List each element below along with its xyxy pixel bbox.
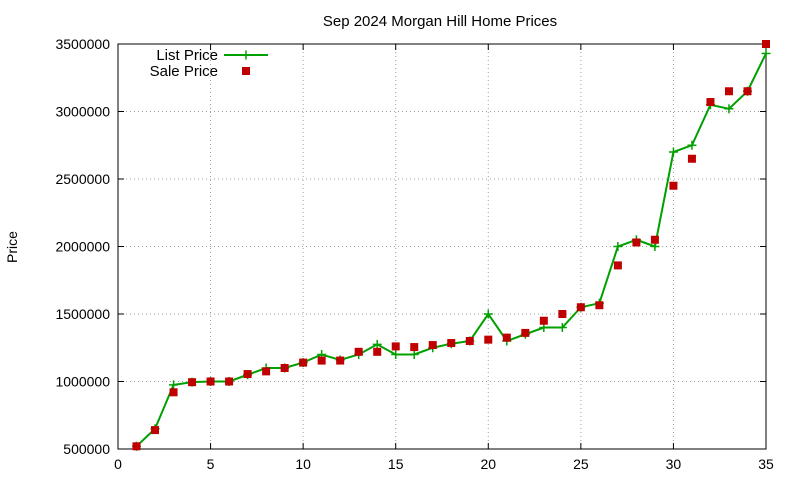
sale-price-point [558, 310, 567, 318]
x-tick-label: 10 [295, 456, 311, 472]
sale-price-point [632, 238, 641, 247]
sale-price-point [650, 235, 659, 244]
sale-price-point [243, 370, 252, 379]
list-price-point [668, 147, 678, 157]
sale-price-point [317, 356, 326, 365]
x-tick-label: 35 [758, 456, 774, 472]
y-tick-label: 500000 [63, 441, 110, 457]
y-tick-label: 3500000 [55, 36, 110, 52]
list-price-point [169, 380, 179, 390]
sale-price-series [132, 40, 770, 451]
sale-price-point [687, 154, 696, 163]
sale-price-point [743, 87, 752, 96]
sale-price-point [465, 337, 474, 345]
sale-price-point [188, 378, 197, 387]
list-price-point [372, 339, 382, 349]
x-tick-label: 20 [480, 456, 496, 472]
sale-price-point [410, 343, 419, 352]
sale-price-point [262, 367, 271, 376]
list-price-point [613, 242, 623, 251]
series [132, 40, 771, 451]
y-tick-label: 1500000 [55, 306, 110, 322]
sale-price-point [762, 40, 770, 48]
y-tick-label: 2500000 [55, 171, 110, 187]
x-tick-label: 30 [666, 456, 682, 472]
sale-price-point [280, 364, 289, 372]
list-price-series [132, 48, 771, 451]
legend-label: List Price [156, 47, 218, 64]
y-axis-label: Price [4, 231, 20, 263]
list-price-point [391, 350, 401, 359]
x-tick-label: 0 [114, 456, 122, 472]
y-tick-label: 1000000 [55, 374, 110, 390]
sale-price-point [595, 301, 604, 310]
sale-price-point [354, 347, 363, 356]
sale-price-point [169, 388, 178, 397]
list-price-line [135, 53, 767, 448]
sale-price-point [613, 261, 622, 270]
sale-price-point [206, 377, 215, 386]
sale-price-point [502, 333, 511, 342]
list-price-point [409, 350, 419, 359]
sale-price-point [151, 426, 160, 435]
sale-price-point [299, 358, 308, 367]
sale-price-point [447, 339, 456, 348]
sale-price-point [484, 335, 493, 344]
x-tick-label: 5 [207, 456, 215, 472]
list-price-point [761, 48, 771, 58]
y-tick-label: 3000000 [55, 104, 110, 120]
x-tick-label: 25 [573, 456, 589, 472]
y-tick-label: 2000000 [55, 239, 110, 255]
x-tick-label: 15 [388, 456, 404, 472]
legend-marker [241, 50, 251, 60]
sale-price-point [373, 347, 382, 356]
legend-label: Sale Price [150, 63, 218, 80]
list-price-point [483, 309, 493, 319]
sale-price-point [706, 98, 715, 107]
sale-price-point [576, 303, 585, 312]
chart-title: Sep 2024 Morgan Hill Home Prices [323, 13, 557, 30]
list-price-point [724, 104, 734, 114]
axis-ticks: 0 5 10 15 20 25 30 35 500000 1000000 1500000 200000… [55, 36, 774, 472]
list-price-point [557, 323, 567, 332]
sale-price-point [225, 377, 234, 386]
grid [118, 44, 766, 449]
sale-price-point [132, 442, 141, 451]
sale-price-point [428, 341, 437, 350]
sale-price-point [521, 328, 530, 337]
legend-marker [242, 67, 250, 75]
sale-price-point [539, 316, 548, 325]
sale-price-point [669, 181, 678, 190]
sale-price-point [391, 342, 400, 351]
sale-price-point [724, 87, 733, 96]
sale-price-point [336, 356, 345, 365]
list-price-point [687, 140, 697, 150]
